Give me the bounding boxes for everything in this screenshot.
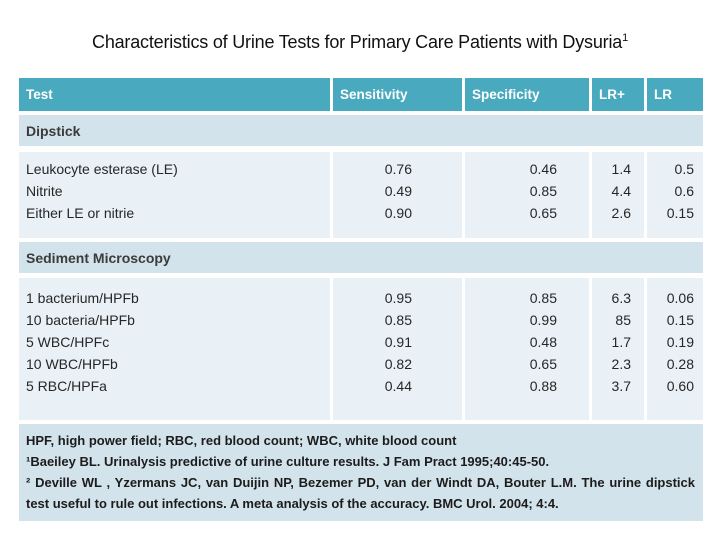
test-name-cell: 1 bacterium/HPFb 10 bacteria/HPFb 5 WBC/… [19,278,330,420]
column-header-specificity: Specificity [465,78,589,111]
test-name: 5 RBC/HPFa [26,378,107,394]
lr-minus-value: 0.28 [666,356,694,372]
test-name: 10 bacteria/HPFb [26,312,135,328]
test-name: Nitrite [26,183,63,199]
sensitivity-value: 0.85 [384,312,412,328]
specificity-value: 0.88 [529,378,557,394]
test-name: Either LE or nitrie [26,205,135,221]
table-header-row: Test Sensitivity Specificity LR+ LR [19,78,703,111]
lr-plus-value: 4.4 [611,183,631,199]
lr-plus-value: 2.3 [611,356,631,372]
page-title: Characteristics of Urine Tests for Prima… [0,0,720,53]
lr-minus-value: 0.15 [666,312,694,328]
section-row-sediment-microscopy: Sediment Microscopy [19,242,703,273]
page-title-text: Characteristics of Urine Tests for Prima… [92,32,623,52]
urine-tests-table: Test Sensitivity Specificity LR+ LR Dips… [19,78,703,521]
sensitivity-value: 0.82 [384,356,412,372]
sensitivity-value: 0.90 [384,205,412,221]
lr-minus-cell: 0.5 0.6 0.15 [647,152,703,238]
lr-plus-cell: 1.4 4.4 2.6 [592,152,644,238]
specificity-value: 0.85 [529,183,557,199]
specificity-value: 0.65 [529,356,557,372]
sensitivity-cell: 0.76 0.49 0.90 [333,152,462,238]
lr-plus-value: 1.7 [611,334,631,350]
lr-minus-value: 0.60 [666,378,694,394]
sensitivity-cell: 0.95 0.85 0.91 0.82 0.44 [333,278,462,420]
lr-minus-value: 0.6 [674,183,694,199]
lr-plus-value: 3.7 [611,378,631,394]
specificity-value: 0.99 [529,312,557,328]
test-name: 10 WBC/HPFb [26,356,118,372]
lr-minus-value: 0.06 [666,290,694,306]
footnote-reference-1: ¹Baeiley BL. Urinalysis predictive of ur… [26,454,550,469]
lr-minus-value: 0.15 [666,205,694,221]
specificity-cell: 0.46 0.85 0.65 [465,152,589,238]
lr-plus-cell: 6.3 85 1.7 2.3 3.7 [592,278,644,420]
specificity-value: 0.46 [529,161,557,177]
lr-plus-value: 6.3 [611,290,631,306]
section-label: Sediment Microscopy [26,249,171,266]
lr-minus-value: 0.19 [666,334,694,350]
column-header-test: Test [19,78,330,111]
sensitivity-value: 0.95 [384,290,412,306]
column-header-lr-plus: LR+ [592,78,644,111]
lr-minus-cell: 0.06 0.15 0.19 0.28 0.60 [647,278,703,420]
column-header-lr-minus: LR [647,78,703,111]
lr-plus-value: 1.4 [611,161,631,177]
footnote-reference-2: ² Deville WL , Yzermans JC, van Duijin N… [26,475,695,511]
test-name: Leukocyte esterase (LE) [26,161,178,177]
sensitivity-value: 0.91 [384,334,412,350]
sensitivity-value: 0.76 [384,161,412,177]
sensitivity-value: 0.49 [384,183,412,199]
test-name-cell: Leukocyte esterase (LE) Nitrite Either L… [19,152,330,238]
specificity-value: 0.65 [529,205,557,221]
lr-minus-value: 0.5 [674,161,694,177]
lr-plus-value: 85 [615,312,631,328]
specificity-value: 0.48 [529,334,557,350]
page-title-superscript: 1 [622,32,628,44]
footnotes-block: HPF, high power field; RBC, red blood co… [19,424,703,521]
specificity-cell: 0.85 0.99 0.48 0.65 0.88 [465,278,589,420]
section-row-dipstick: Dipstick [19,115,703,146]
sensitivity-value: 0.44 [384,378,412,394]
table-row-group-dipstick: Leukocyte esterase (LE) Nitrite Either L… [19,152,703,238]
footnote-abbreviations: HPF, high power field; RBC, red blood co… [26,433,457,448]
section-label: Dipstick [26,122,81,139]
test-name: 1 bacterium/HPFb [26,290,139,306]
column-header-sensitivity: Sensitivity [333,78,462,111]
lr-plus-value: 2.6 [611,205,631,221]
specificity-value: 0.85 [529,290,557,306]
table-row-group-sediment: 1 bacterium/HPFb 10 bacteria/HPFb 5 WBC/… [19,278,703,420]
test-name: 5 WBC/HPFc [26,334,110,350]
